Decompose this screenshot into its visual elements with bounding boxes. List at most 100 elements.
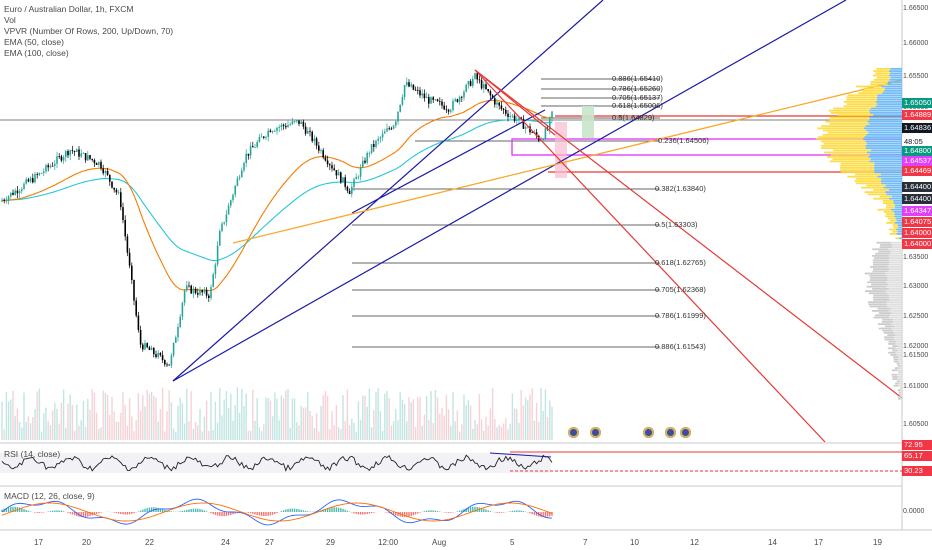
price-tag[interactable]: 1.64400 [902,182,932,192]
vpvr-bar-down [858,92,883,94]
volume-bar [285,390,287,440]
vpvr-bar-down [890,219,897,222]
economic-event-icon[interactable] [680,427,691,438]
macd-histogram-bar [417,512,419,514]
volume-bar [258,427,261,440]
candle-body [474,73,476,79]
economic-event-icon[interactable] [568,427,579,438]
macd-histogram-bar [219,512,221,516]
candle-body [359,167,362,177]
macd-label[interactable]: MACD (12, 26, close, 9) [4,491,95,501]
macd-histogram-bar [56,510,58,512]
vpvr-bar-down [861,186,884,189]
vpvr-bar-down [872,259,889,262]
volume-bar [397,420,399,440]
volume-bar [390,425,393,440]
volume-bar [326,395,329,440]
volume-bar [533,420,536,440]
volume-bar [423,414,426,440]
volume-bar [467,400,470,440]
vpvr-bar-up [888,310,902,312]
time-tick-label: 14 [768,538,777,547]
vpvr-bar-up [887,305,902,308]
price-tag[interactable]: 1.64889 [902,110,932,120]
legend-vpvr[interactable]: VPVR (Number Of Rows, 200, Up/Down, 70) [4,26,174,36]
price-tag[interactable]: 1.64000 [902,228,932,238]
price-tag[interactable]: 1.64347 [902,206,932,216]
time-tick-label: 22 [145,538,154,547]
vpvr-bar-up [888,263,902,266]
price-tag[interactable]: 1.64836 [902,123,932,133]
vpvr-bar-up [863,127,902,130]
macd-histogram-bar [447,512,450,513]
candle-body [298,120,300,124]
vpvr-bar-up [887,277,902,279]
legend-ema100[interactable]: EMA (100, close) [4,48,69,58]
candle-body [29,178,32,182]
vpvr-bar-down [827,131,869,134]
candle-body [153,347,155,355]
vpvr-bar-down [873,316,890,319]
volume-bar [520,389,522,440]
price-tag[interactable]: 1.65050 [902,98,932,108]
economic-event-icon[interactable] [590,427,601,438]
candle-body [513,115,516,121]
candle-body [335,170,338,176]
volume-bar [320,405,322,440]
volume-bar [485,416,487,440]
vpvr-bar-up [896,354,902,356]
candle-body [348,190,351,195]
volume-bar [417,397,419,440]
macd-histogram-bar [49,511,52,512]
vpvr-bar-up [867,120,902,123]
price-tag[interactable]: 1.64000 [902,239,932,249]
price-tag[interactable]: 1.64800 [902,146,932,156]
volume-bar [527,400,529,440]
macd-histogram-bar [142,509,144,512]
macd-histogram-bar [139,510,142,512]
price-tag[interactable]: 1.64469 [902,166,932,176]
legend-ema50[interactable]: EMA (50, close) [4,37,64,47]
candle-body [214,264,217,275]
vpvr-bar-up [899,237,902,240]
candle-body [32,178,34,183]
candle-body [93,159,96,164]
price-tag[interactable]: 1.64537 [902,156,932,166]
volume-bar [168,390,170,440]
candle-body [104,170,107,174]
candle-body [172,342,175,356]
ema100-line [1,119,553,262]
vpvr-bar-up [894,325,902,328]
candle-body [146,343,148,348]
vpvr-bar-up [890,72,902,75]
economic-event-icon[interactable] [643,427,654,438]
volume-bar [540,387,542,440]
candle-body [436,99,439,102]
volume-bar [23,392,25,440]
candle-body [300,121,302,124]
volume-bar [201,431,203,440]
macd-histogram-bar [232,512,234,515]
vpvr-bar-up [889,70,902,72]
vpvr-bar-down [869,279,888,281]
candle-body [142,344,144,350]
volume-bar [463,394,465,440]
vpvr-bar-down [854,180,881,182]
macd-histogram-bar [403,512,406,518]
macd-histogram-bar [414,512,417,515]
price-tag[interactable]: 1.64400 [902,194,932,204]
vpvr-bar-down [898,371,901,374]
rsi-label[interactable]: RSI (14, close) [4,449,61,459]
economic-event-icon[interactable] [665,427,676,438]
vpvr-bar-down [873,261,890,264]
volume-bar [238,412,241,440]
vpvr-bar-up [889,316,902,319]
price-tag[interactable]: 48:05 [902,137,932,147]
vpvr-bar-up [899,362,902,365]
volume-bar [36,391,38,440]
legend-vol[interactable]: Vol [4,15,16,25]
legend-symbol[interactable]: Euro / Australian Dollar, 1h, FXCM [4,4,134,14]
macd-histogram-bar [223,512,225,517]
price-tag[interactable]: 1.64075 [902,217,932,227]
